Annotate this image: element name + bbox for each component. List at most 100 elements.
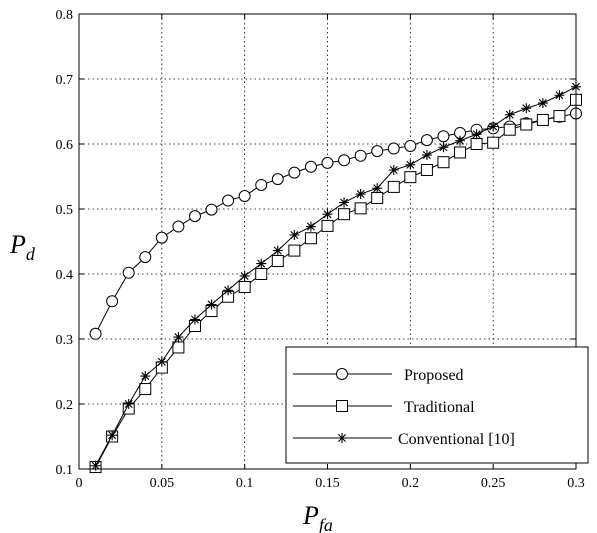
data-point [289,230,300,240]
data-point [106,295,119,308]
y-axis-label-sub: d [26,244,36,264]
data-point [256,258,267,269]
series-line [95,86,577,466]
data-point [156,356,167,367]
x-tick-label: 0.2 [402,476,420,491]
data-point [454,146,467,159]
data-point [404,171,417,184]
x-axis-label: Pfa [302,501,333,533]
data-point [371,191,384,204]
data-point [487,136,500,149]
data-point [271,255,284,267]
data-point [305,221,316,232]
data-point [288,244,301,257]
legend-item: Proposed [293,367,464,384]
data-point [354,202,367,215]
data-point [388,165,399,175]
x-axis-label-sub: fa [319,515,333,533]
data-point [321,219,334,232]
data-point [90,460,101,471]
data-point [437,156,450,169]
data-point [255,268,268,280]
legend-label: Proposed [404,367,464,384]
data-point [107,430,118,441]
data-point [339,197,350,208]
series-circle [89,107,582,340]
data-point [354,149,367,162]
series-layer [89,81,582,474]
data-point [238,281,251,293]
x-tick-label: 0.3 [567,476,585,491]
data-point [455,135,466,146]
data-point [188,210,201,223]
data-point [521,103,532,114]
data-point [189,314,200,325]
x-tick-label: 0.25 [481,476,506,491]
data-point [255,178,268,191]
data-point [387,180,400,193]
data-point [404,139,417,152]
data-point [123,399,134,409]
data-point [536,113,549,126]
series-line [95,112,577,335]
data-point [504,109,515,120]
data-point [405,159,416,170]
data-point [239,270,250,281]
data-point [322,209,333,220]
data-point [421,150,432,161]
data-point [488,121,499,132]
data-point [304,232,317,245]
x-axis-label-main: P [302,501,319,530]
tick-marks [78,13,577,470]
data-point [223,285,234,296]
legend-item: Traditional [293,399,475,416]
y-axis-label-main: P [9,230,26,259]
y-tick-label: 0.4 [56,268,74,283]
data-point [338,154,351,167]
legend-label: Traditional [404,399,475,416]
legend-item: Conventional [10] [293,431,515,448]
legend-items: Proposed Traditional Conventional [10] [293,367,515,448]
legend-label: Conventional [10] [398,431,515,448]
legend: Proposed Traditional Conventional [10] [285,346,589,464]
data-point [222,194,235,207]
x-tick-label: 0 [76,476,83,491]
y-tick-label: 0.7 [56,73,74,88]
data-point [288,166,301,179]
y-tick-label: 0.2 [56,398,74,413]
data-point [537,98,548,109]
data-point [206,299,217,310]
data-point [420,164,433,176]
legend-marker [336,400,348,412]
data-point [155,231,168,244]
x-tick-label: 0.1 [236,476,254,491]
data-point [553,110,566,123]
y-tick-label: 0.1 [56,463,74,478]
data-point [437,130,450,143]
y-axis-label: Pd [9,230,36,264]
data-point [139,383,152,396]
data-point [271,173,284,186]
data-point [205,203,218,216]
data-point [554,90,565,101]
y-tick-label: 0.6 [56,138,74,153]
data-point [238,190,251,202]
data-point [520,118,533,131]
data-point [338,208,351,221]
data-point [140,371,151,382]
data-point [122,266,135,279]
data-point [503,123,516,136]
data-point [172,220,185,233]
data-point [321,156,334,169]
tick-labels: 0 0.05 0.1 0.15 0.2 0.25 0.3 0.1 0.2 0.3 0.4 0.5 0.6… [56,8,585,491]
data-point [420,134,433,147]
legend-marker [337,433,347,443]
data-point [372,183,383,194]
y-tick-label: 0.3 [56,333,74,348]
legend-marker [336,368,348,380]
data-point [371,145,384,158]
data-point [272,245,283,256]
data-point [387,142,400,155]
data-point [470,138,483,150]
